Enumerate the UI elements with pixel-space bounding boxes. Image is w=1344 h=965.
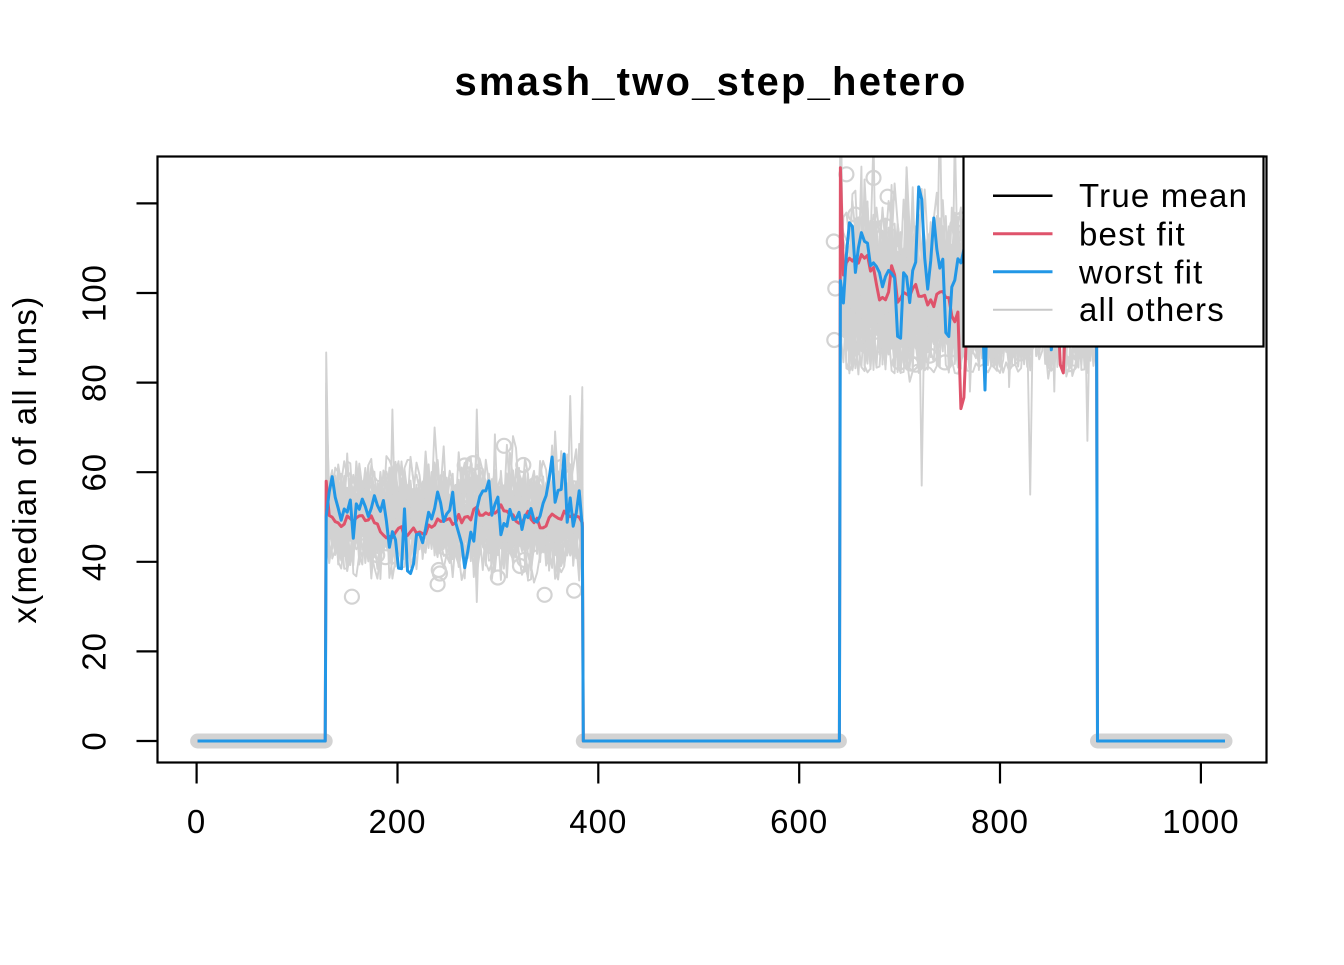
- svg-text:400: 400: [569, 803, 627, 840]
- svg-text:200: 200: [368, 803, 426, 840]
- svg-text:all others: all others: [1079, 291, 1225, 328]
- svg-text:smash_two_step_hetero: smash_two_step_hetero: [454, 60, 967, 104]
- svg-text:worst fit: worst fit: [1078, 253, 1203, 290]
- svg-text:20: 20: [76, 632, 113, 671]
- svg-text:80: 80: [76, 363, 113, 402]
- svg-text:x(median of all runs): x(median of all runs): [6, 295, 43, 623]
- svg-text:1000: 1000: [1162, 803, 1239, 840]
- svg-text:100: 100: [76, 264, 113, 322]
- svg-text:60: 60: [76, 453, 113, 492]
- svg-text:40: 40: [76, 542, 113, 581]
- svg-text:0: 0: [187, 803, 206, 840]
- svg-text:600: 600: [770, 803, 828, 840]
- svg-text:best fit: best fit: [1079, 215, 1186, 252]
- svg-text:0: 0: [76, 731, 113, 750]
- svg-text:800: 800: [971, 803, 1029, 840]
- svg-text:True mean: True mean: [1079, 177, 1248, 214]
